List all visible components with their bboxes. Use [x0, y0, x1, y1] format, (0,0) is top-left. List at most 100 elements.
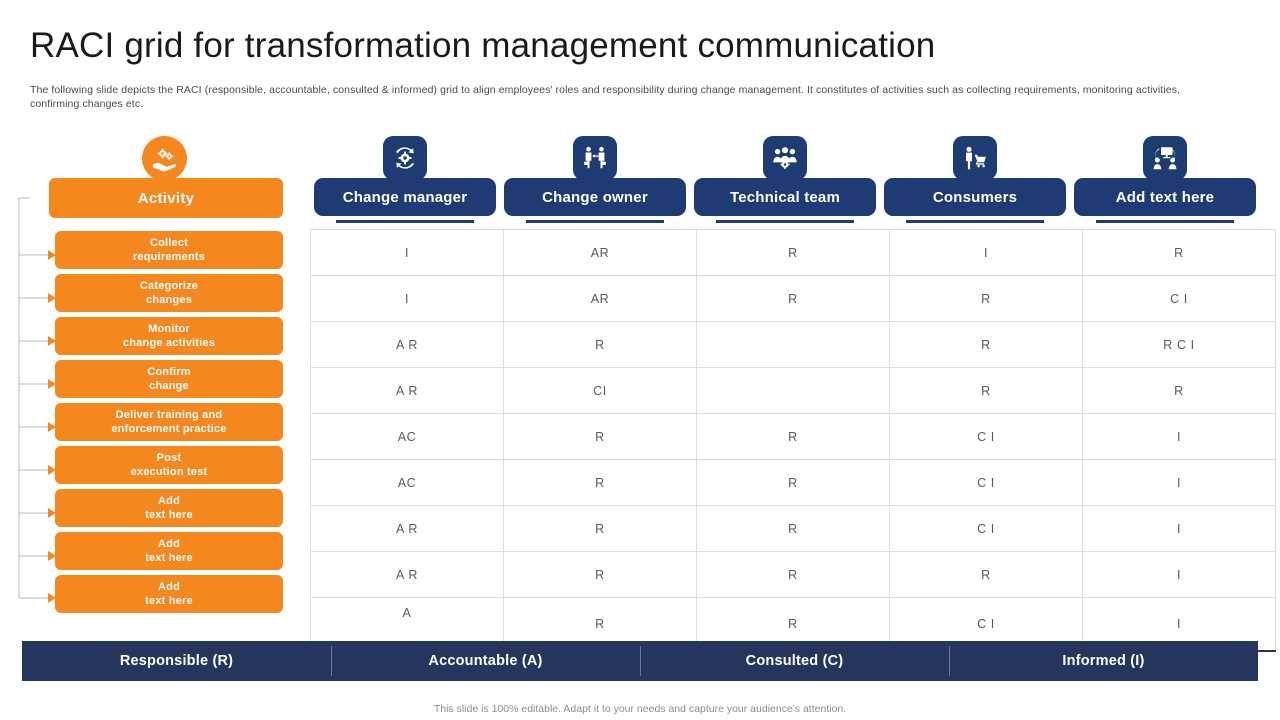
activity-chip-line2: text here [145, 595, 193, 607]
people-monitor-network-icon [1143, 136, 1187, 180]
role-header-cell: Change owner [500, 136, 690, 231]
activity-chip[interactable]: Post execution test [55, 446, 283, 484]
rail-svg [18, 197, 56, 603]
legend-item: Responsible (R) [119, 653, 234, 669]
raci-cell[interactable]: R [696, 459, 890, 506]
raci-cell[interactable]: AR [503, 275, 697, 322]
raci-cell[interactable]: R [696, 505, 890, 552]
table-row: I AR R I R [310, 229, 1276, 276]
activity-chip[interactable]: Add text here [55, 575, 283, 613]
role-header-underline [336, 220, 474, 223]
raci-cell[interactable]: R [889, 275, 1083, 322]
raci-cell[interactable]: I [889, 229, 1083, 276]
activity-column-header: Activity [49, 178, 283, 218]
activity-chip-line1: Confirm [147, 366, 191, 378]
activity-chip-line2: execution test [130, 466, 208, 478]
raci-cell[interactable]: I [1082, 505, 1276, 552]
role-header-underline [526, 220, 664, 223]
raci-cell[interactable]: R [503, 505, 697, 552]
role-header-underline [1096, 220, 1234, 223]
activity-chip-line1: Monitor [148, 323, 190, 335]
raci-cell[interactable]: R [696, 229, 890, 276]
activity-chip[interactable]: Confirm change [55, 360, 283, 398]
raci-legend-bar: Responsible (R) Accountable (A) Consulted … [22, 641, 1258, 681]
raci-cell[interactable]: A R [310, 321, 504, 368]
activity-chip-line2: text here [145, 552, 193, 564]
raci-cell[interactable]: R [503, 321, 697, 368]
raci-cell[interactable]: R [503, 551, 697, 598]
role-header-chip[interactable]: Change manager [314, 178, 496, 216]
activity-chip-line2: enforcement practice [111, 423, 227, 435]
raci-cell[interactable]: I [1082, 459, 1276, 506]
activity-chip[interactable]: Add text here [55, 532, 283, 570]
raci-cell[interactable]: I [310, 229, 504, 276]
activity-chip[interactable]: Collect requirements [55, 231, 283, 269]
raci-cell[interactable] [696, 321, 890, 368]
role-header-cell: Change manager [310, 136, 500, 231]
role-header-cell: Technical team [690, 136, 880, 231]
raci-cell[interactable]: R [889, 321, 1083, 368]
raci-cell[interactable] [696, 367, 890, 414]
role-header-chip[interactable]: Add text here [1074, 178, 1256, 216]
raci-cell[interactable]: R [503, 459, 697, 506]
page-subtitle: The following slide depicts the RACI (re… [30, 84, 1181, 110]
hand-gears-icon [142, 136, 187, 181]
activity-chip-line2: change activities [122, 337, 216, 349]
editable-footnote: This slide is 100% editable. Adapt it to… [433, 703, 847, 715]
raci-cell[interactable]: A R [310, 551, 504, 598]
raci-cell[interactable]: R [696, 413, 890, 460]
activity-chip[interactable]: Deliver training and enforcement practice [55, 403, 283, 441]
raci-cell[interactable]: R [696, 275, 890, 322]
raci-cell[interactable]: AR [503, 229, 697, 276]
activity-chip[interactable]: Monitor change activities [55, 317, 283, 355]
activity-chip-line1: Add [158, 495, 180, 507]
activity-chip-line2: changes [145, 294, 193, 306]
legend-item: Informed (I) [949, 641, 1258, 681]
raci-cell[interactable]: R [889, 551, 1083, 598]
role-header-cell: Consumers [880, 136, 1070, 231]
raci-cell[interactable]: I [310, 275, 504, 322]
raci-cell[interactable]: R C I [1082, 321, 1276, 368]
activity-chip-line1: Deliver training and [115, 409, 223, 421]
role-header-row: Change manager Change owner Technical team… [310, 136, 1260, 231]
raci-cell[interactable]: C I [889, 413, 1083, 460]
role-header-underline [906, 220, 1044, 223]
raci-cell[interactable]: A R [310, 367, 504, 414]
legend-item: Consulted (C) [640, 641, 949, 681]
activity-list: Collect requirements Categorize changes Moni… [55, 231, 283, 618]
raci-cell[interactable]: I [1082, 413, 1276, 460]
activity-chip[interactable]: Add text here [55, 489, 283, 527]
raci-cell[interactable]: R [503, 413, 697, 460]
raci-cell[interactable]: C I [1082, 275, 1276, 322]
activity-column: Activity [49, 178, 283, 218]
role-header-chip[interactable]: Change owner [504, 178, 686, 216]
role-header-cell: Add text here [1070, 136, 1260, 231]
gear-cycle-icon [383, 136, 427, 180]
raci-cell[interactable]: A R [310, 505, 504, 552]
raci-cell[interactable]: R [1082, 367, 1276, 414]
activity-chip[interactable]: Categorize changes [55, 274, 283, 312]
role-header-chip[interactable]: Technical team [694, 178, 876, 216]
raci-cell[interactable]: R [696, 551, 890, 598]
activity-chip-line2: requirements [132, 251, 206, 263]
role-header-chip[interactable]: Consumers [884, 178, 1066, 216]
raci-cell[interactable]: C I [889, 505, 1083, 552]
raci-cell[interactable]: R [889, 367, 1083, 414]
raci-cell[interactable]: C I [889, 459, 1083, 506]
raci-cell[interactable]: CI [503, 367, 697, 414]
activity-chip-line1: Add [158, 538, 180, 550]
raci-cell[interactable]: AC [310, 413, 504, 460]
raci-cell[interactable]: AC [310, 459, 504, 506]
activity-chip-line1: Collect [149, 237, 189, 249]
activity-chip-line1: Add [158, 581, 180, 593]
activity-connector-rail [18, 196, 58, 610]
people-gear-icon [763, 136, 807, 180]
page-title: RACI grid for transformation management … [30, 26, 936, 65]
raci-cell[interactable]: I [1082, 551, 1276, 598]
raci-cell[interactable]: R [1082, 229, 1276, 276]
